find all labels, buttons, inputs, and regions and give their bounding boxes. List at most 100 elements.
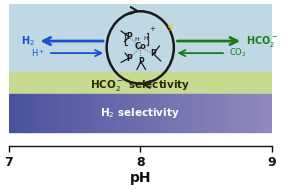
Text: ⚡: ⚡	[166, 21, 175, 34]
Text: P: P	[150, 49, 156, 58]
Bar	[114, 94, 117, 132]
Bar	[9, 91, 272, 92]
Bar	[15, 94, 18, 132]
Bar	[9, 76, 272, 77]
Bar	[137, 94, 140, 132]
Bar	[153, 94, 157, 132]
Bar	[107, 94, 111, 132]
Bar	[144, 94, 147, 132]
Bar	[262, 94, 265, 132]
Bar	[147, 94, 150, 132]
Bar	[9, 81, 272, 82]
Bar	[91, 94, 94, 132]
Text: P: P	[126, 32, 132, 41]
Bar	[9, 99, 272, 100]
Bar	[65, 94, 68, 132]
Text: H$_2$: H$_2$	[21, 34, 35, 48]
Bar	[9, 86, 272, 87]
Text: CO$_2$: CO$_2$	[229, 47, 246, 59]
Bar	[84, 94, 88, 132]
Bar	[176, 94, 180, 132]
Bar	[9, 93, 272, 94]
Bar	[9, 94, 272, 95]
Bar	[173, 94, 176, 132]
Bar	[213, 94, 216, 132]
Bar	[236, 94, 239, 132]
Bar	[9, 85, 272, 86]
Text: H: H	[135, 37, 139, 42]
Bar	[61, 94, 65, 132]
Bar	[9, 83, 272, 84]
Bar	[246, 94, 249, 132]
X-axis label: pH: pH	[130, 171, 151, 185]
Bar	[58, 94, 61, 132]
Bar	[45, 94, 48, 132]
Bar	[81, 94, 84, 132]
Bar	[9, 79, 272, 80]
Bar	[9, 82, 272, 83]
Bar	[249, 94, 252, 132]
Text: P: P	[138, 57, 144, 66]
Bar	[239, 94, 242, 132]
Bar	[31, 94, 35, 132]
Bar	[9, 92, 272, 93]
Bar	[68, 94, 71, 132]
Bar	[242, 94, 246, 132]
Bar	[255, 94, 259, 132]
Bar	[150, 94, 153, 132]
Bar	[104, 94, 107, 132]
Bar	[9, 84, 272, 85]
Bar	[259, 94, 262, 132]
Bar	[9, 95, 272, 96]
Bar	[229, 94, 233, 132]
Bar	[9, 74, 272, 75]
Bar	[48, 94, 51, 132]
Bar	[186, 94, 190, 132]
Bar	[130, 94, 134, 132]
Bar	[101, 94, 104, 132]
Bar	[157, 94, 160, 132]
Bar	[9, 72, 272, 73]
Bar	[160, 94, 163, 132]
Bar	[134, 94, 137, 132]
Bar	[124, 94, 127, 132]
Text: HCO$_2^-$: HCO$_2^-$	[246, 34, 278, 49]
Bar	[196, 94, 200, 132]
Bar	[25, 94, 28, 132]
Bar	[269, 94, 272, 132]
Bar	[9, 75, 272, 76]
Bar	[127, 94, 130, 132]
Bar	[193, 94, 196, 132]
Bar	[209, 94, 213, 132]
Bar	[35, 94, 38, 132]
Bar	[120, 94, 124, 132]
Text: H$^+$: H$^+$	[31, 47, 45, 59]
Bar	[9, 77, 272, 78]
Bar	[9, 98, 272, 99]
Bar	[167, 94, 170, 132]
Text: HCO$_2^-$ selectivity: HCO$_2^-$ selectivity	[90, 78, 190, 93]
Bar	[180, 94, 183, 132]
Bar	[265, 94, 269, 132]
Bar	[98, 94, 101, 132]
Bar	[9, 88, 272, 89]
Bar	[9, 80, 272, 81]
Text: H: H	[143, 36, 148, 41]
Bar	[223, 94, 226, 132]
Bar	[78, 94, 81, 132]
Bar	[190, 94, 193, 132]
Bar	[9, 101, 272, 102]
Bar	[252, 94, 255, 132]
Bar	[18, 94, 22, 132]
Bar	[12, 94, 15, 132]
Text: P: P	[126, 53, 132, 63]
Bar	[140, 94, 144, 132]
Bar	[74, 94, 78, 132]
Bar	[200, 94, 203, 132]
Bar	[219, 94, 223, 132]
Text: H$_2$ selectivity: H$_2$ selectivity	[100, 106, 180, 120]
Bar	[233, 94, 236, 132]
Bar	[183, 94, 186, 132]
Text: +: +	[150, 26, 156, 32]
Bar	[117, 94, 120, 132]
